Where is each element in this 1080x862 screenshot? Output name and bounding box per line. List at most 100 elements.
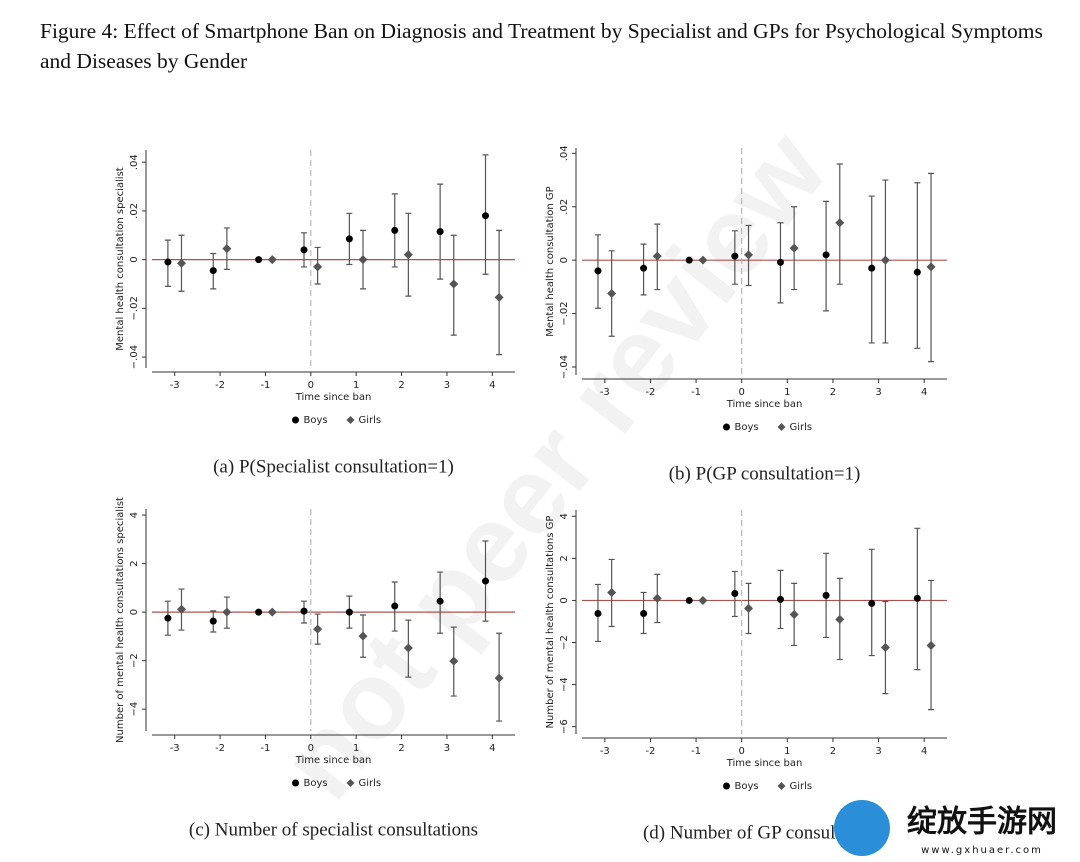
x-tick-label: -2: [215, 743, 225, 754]
point: [300, 607, 308, 615]
error-bar: [496, 229, 503, 356]
panel: −.04 −.02 0 .02 .04 -3 -2 -1 0 1 2 3 4 Time since ban…: [545, 145, 947, 484]
legend: Boys Girls: [723, 781, 812, 792]
legend-marker: [346, 416, 355, 424]
point: [391, 226, 399, 234]
point: [776, 595, 784, 603]
y-tick-label: .02: [129, 203, 140, 219]
x-tick-label: 2: [398, 380, 404, 391]
point: [880, 255, 890, 265]
legend-label: Girls: [359, 778, 382, 789]
point: [358, 255, 368, 265]
point: [822, 251, 830, 259]
logo-background: [890, 800, 1075, 858]
error-bar: [914, 182, 921, 349]
point: [449, 279, 459, 289]
point: [482, 577, 490, 585]
x-axis-label: Time since ban: [295, 392, 372, 403]
panel-caption: (b) P(GP consultation=1): [669, 463, 861, 484]
x-tick-label: 0: [739, 387, 745, 398]
x-tick-label: -1: [260, 743, 270, 754]
y-tick-label: 0: [559, 257, 570, 263]
point: [744, 250, 754, 260]
x-tick-label: 4: [489, 380, 495, 391]
point: [594, 609, 602, 617]
point: [345, 608, 353, 616]
point: [744, 603, 754, 613]
y-tick-label: −6: [559, 719, 570, 734]
point: [267, 607, 277, 617]
point: [436, 597, 444, 605]
legend-marker: [777, 782, 786, 790]
y-tick-label: .04: [129, 154, 140, 170]
point: [913, 268, 921, 276]
point: [926, 640, 936, 650]
y-tick-label: −.02: [129, 296, 140, 320]
point: [436, 228, 444, 236]
point: [176, 604, 186, 614]
panel-caption: (a) P(Specialist consultation=1): [213, 456, 454, 477]
x-tick-label: -3: [170, 380, 180, 391]
point: [698, 595, 708, 605]
point: [403, 643, 413, 653]
point: [164, 614, 172, 622]
x-tick-label: 3: [444, 380, 450, 391]
point: [607, 587, 617, 597]
x-tick-label: 1: [353, 380, 359, 391]
x-tick-label: 4: [921, 387, 927, 398]
point: [685, 596, 693, 604]
point: [255, 608, 263, 616]
y-tick-label: −4: [129, 702, 140, 717]
x-tick-label: 2: [830, 387, 836, 398]
point: [313, 624, 323, 634]
point: [209, 617, 217, 625]
x-tick-label: 4: [921, 746, 927, 757]
point: [594, 267, 602, 275]
legend-marker: [723, 782, 730, 790]
point: [868, 264, 876, 272]
legend-marker: [292, 416, 299, 424]
point: [685, 256, 693, 264]
point: [913, 594, 921, 602]
y-tick-label: 2: [559, 555, 570, 561]
y-tick-label: −2: [129, 653, 140, 668]
panel-caption: (c) Number of specialist consultations: [189, 819, 478, 840]
y-tick-label: 4: [559, 513, 570, 519]
panel: −.04 −.02 0 .02 .04 -3 -2 -1 0 1 2 3 4 Time since ban…: [115, 150, 515, 477]
point: [640, 609, 648, 617]
x-axis-label: Time since ban: [726, 758, 803, 769]
x-axis-label: Time since ban: [295, 755, 372, 766]
legend-marker: [292, 779, 299, 787]
x-tick-label: 3: [444, 743, 450, 754]
x-tick-label: -3: [170, 743, 180, 754]
legend: Boys Girls: [292, 415, 381, 426]
x-axis-label: Time since ban: [726, 399, 803, 410]
legend-label: Boys: [304, 415, 328, 426]
y-axis-label: Number of mental health consultations sp…: [115, 497, 126, 743]
x-tick-label: 2: [398, 743, 404, 754]
y-axis-label: Mental health consultation specialist: [115, 167, 126, 351]
point: [300, 246, 308, 254]
y-tick-label: −4: [559, 677, 570, 692]
point: [880, 643, 890, 653]
x-tick-label: -1: [260, 380, 270, 391]
y-axis-label: Number of mental health consultations GP: [545, 516, 556, 729]
logo-icon: [834, 800, 890, 856]
point: [494, 673, 504, 683]
point: [358, 631, 368, 641]
point: [449, 656, 459, 666]
y-tick-label: .02: [559, 199, 570, 215]
x-tick-label: 0: [308, 743, 314, 754]
point: [209, 267, 217, 275]
logo-url: www.gxhuaer.com: [921, 845, 1043, 856]
legend-label: Girls: [790, 781, 813, 792]
x-tick-label: -2: [215, 380, 225, 391]
x-tick-label: 2: [830, 746, 836, 757]
point: [789, 243, 799, 253]
point: [255, 256, 263, 264]
point: [652, 593, 662, 603]
y-tick-label: 4: [129, 512, 140, 518]
panel-caption: (d) Number of GP consultations: [643, 822, 886, 843]
